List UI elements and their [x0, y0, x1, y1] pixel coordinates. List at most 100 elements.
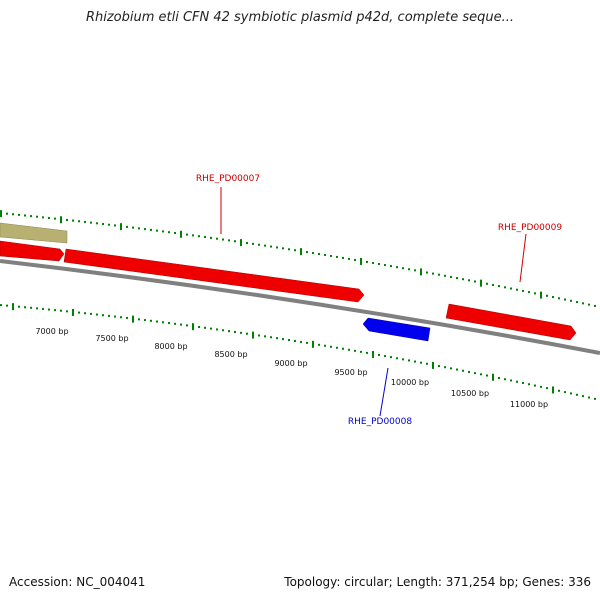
inner-tick-mark — [408, 359, 410, 362]
outer-tick-mark — [282, 247, 284, 250]
tick-label-7500: 7500 bp — [95, 334, 128, 343]
leader-line-rhe-pd00008 — [379, 367, 389, 417]
gene-label-rhe-pd00009[interactable]: RHE_PD00009 — [498, 223, 562, 233]
outer-tick-mark — [24, 214, 26, 217]
outer-tick-mark — [276, 246, 278, 249]
gene-label-rhe-pd00008[interactable]: RHE_PD00008 — [348, 417, 412, 427]
outer-tick-mark — [288, 248, 290, 251]
outer-tick-mark — [72, 219, 74, 222]
outer-tick-mark — [342, 256, 344, 259]
inner-tick-mark — [114, 315, 116, 318]
inner-tick-mark — [456, 368, 458, 371]
inner-tick-mark — [438, 365, 440, 368]
inner-tick-mark — [60, 309, 62, 312]
inner-tick-mark — [570, 392, 572, 395]
outer-tick-mark — [534, 292, 536, 295]
inner-tick-mark — [24, 306, 26, 309]
inner-tick-mark — [396, 357, 398, 360]
inner-tick-mark — [306, 341, 308, 344]
inner-tick-mark — [132, 315, 134, 323]
inner-tick-mark — [270, 336, 272, 339]
outer-tick-mark — [432, 272, 434, 275]
inner-tick-mark — [180, 323, 182, 326]
inner-tick-mark — [318, 343, 320, 346]
outer-tick-mark — [480, 279, 482, 287]
inner-tick-mark — [264, 335, 266, 338]
outer-tick-mark — [372, 261, 374, 264]
inner-tick-mark — [504, 378, 506, 381]
inner-tick-mark — [582, 395, 584, 398]
outer-tick-mark — [66, 218, 68, 221]
outer-tick-mark — [222, 238, 224, 241]
inner-tick-mark — [354, 349, 356, 352]
inner-tick-mark — [366, 351, 368, 354]
inner-tick-mark — [336, 346, 338, 349]
tick-label-10000: 10000 bp — [391, 378, 429, 387]
outer-tick-mark — [192, 234, 194, 237]
inner-tick-mark — [378, 354, 380, 357]
inner-tick-mark — [240, 331, 242, 334]
outer-tick-mark — [450, 275, 452, 278]
inner-tick-mark — [108, 314, 110, 317]
outer-tick-mark — [414, 269, 416, 272]
tick-label-10500: 10500 bp — [451, 389, 489, 398]
outer-tick-mark — [354, 258, 356, 261]
outer-tick-mark — [156, 229, 158, 232]
outer-tick-mark — [270, 245, 272, 248]
inner-tick-mark — [0, 304, 2, 307]
inner-tick-mark — [516, 380, 518, 383]
inner-tick-mark — [276, 337, 278, 340]
inner-tick-mark — [66, 310, 68, 313]
inner-tick-mark — [138, 318, 140, 321]
accession-text: Accession: NC_004041 — [9, 575, 146, 589]
inner-tick-mark — [144, 319, 146, 322]
gene-label-rhe-pd00007[interactable]: RHE_PD00007 — [196, 174, 260, 184]
inner-tick-mark — [576, 393, 578, 396]
outer-tick-mark — [318, 253, 320, 256]
feature-arrow-other[interactable] — [0, 222, 68, 244]
summary-text: Topology: circular; Length: 371,254 bp; … — [284, 575, 591, 589]
inner-tick-mark — [294, 339, 296, 342]
outer-tick-mark — [582, 302, 584, 305]
outer-tick-mark — [492, 283, 494, 286]
inner-tick-mark — [150, 319, 152, 322]
outer-tick-mark — [408, 268, 410, 271]
outer-tick-mark — [558, 297, 560, 300]
outer-tick-mark — [114, 224, 116, 227]
inner-tick-mark — [420, 361, 422, 364]
outer-tick-mark — [516, 288, 518, 291]
outer-tick-mark — [366, 260, 368, 263]
outer-tick-mark — [162, 230, 164, 233]
outer-tick-mark — [594, 304, 596, 307]
inner-tick-mark — [510, 379, 512, 382]
inner-tick-mark — [120, 316, 122, 319]
outer-tick-mark — [294, 249, 296, 252]
inner-tick-mark — [210, 327, 212, 330]
inner-tick-mark — [6, 304, 8, 307]
outer-tick-mark — [576, 301, 578, 304]
inner-tick-mark — [402, 358, 404, 361]
inner-tick-mark — [234, 330, 236, 333]
inner-tick-mark — [468, 370, 470, 373]
tick-label-7000: 7000 bp — [35, 327, 68, 336]
outer-tick-mark — [324, 253, 326, 256]
inner-tick-mark — [36, 307, 38, 310]
outer-tick-mark — [144, 228, 146, 231]
outer-tick-mark — [180, 230, 182, 238]
inner-tick-mark — [372, 350, 374, 358]
inner-tick-mark — [192, 323, 194, 331]
inner-tick-mark — [18, 305, 20, 308]
inner-tick-mark — [324, 344, 326, 347]
gene-arrow-rhe-pd00007[interactable] — [63, 248, 365, 303]
gene-arrow-rhe-pd00008[interactable] — [362, 317, 431, 342]
outer-tick-mark — [390, 265, 392, 268]
outer-tick-mark — [228, 239, 230, 242]
outer-tick-mark — [174, 231, 176, 234]
gene-arrow-left[interactable] — [0, 240, 65, 262]
inner-tick-mark — [162, 321, 164, 324]
inner-tick-mark — [384, 355, 386, 358]
outer-tick-mark — [300, 248, 302, 256]
outer-tick-mark — [402, 267, 404, 270]
gene-arrow-rhe-pd00009[interactable] — [445, 303, 577, 341]
